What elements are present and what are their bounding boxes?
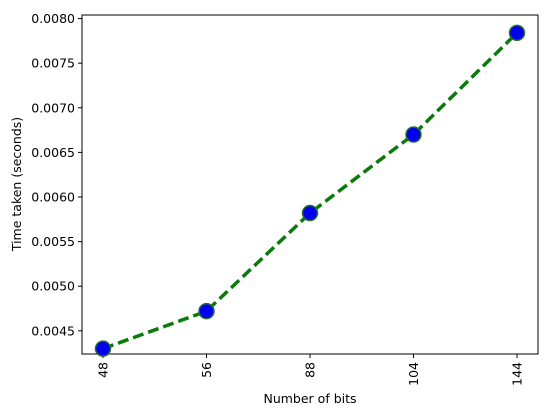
data-point xyxy=(301,204,319,222)
y-tick-label: 0.0065 xyxy=(31,145,75,160)
series-layer xyxy=(94,24,526,357)
y-tick-label: 0.0070 xyxy=(31,100,75,115)
x-tick-label: 56 xyxy=(199,362,214,378)
y-tick-label: 0.0075 xyxy=(31,56,75,71)
y-tick-label: 0.0060 xyxy=(31,189,75,204)
x-axis-label: Number of bits xyxy=(263,391,356,406)
y-tick-label: 0.0055 xyxy=(31,234,75,249)
series-line xyxy=(102,31,519,351)
data-point xyxy=(94,340,112,357)
x-tick-label: 48 xyxy=(96,362,111,378)
y-tick-label: 0.0050 xyxy=(31,279,75,294)
x-tick-label: 104 xyxy=(406,362,421,386)
x-tick-label: 88 xyxy=(303,362,318,378)
y-tick-label: 0.0045 xyxy=(31,323,75,338)
data-point xyxy=(508,24,526,42)
plot-area xyxy=(81,14,539,355)
data-point xyxy=(198,302,215,320)
y-axis-label: Time taken (seconds) xyxy=(9,117,24,252)
y-axis: 0.0045 0.0050 0.0055 0.0060 0.0065 0.0070 0.00… xyxy=(31,11,82,338)
y-tick-label: 0.0080 xyxy=(31,11,75,26)
data-point xyxy=(405,126,422,143)
x-axis: 48 56 88 104 144 xyxy=(96,354,525,386)
x-tick-label: 144 xyxy=(510,362,525,386)
